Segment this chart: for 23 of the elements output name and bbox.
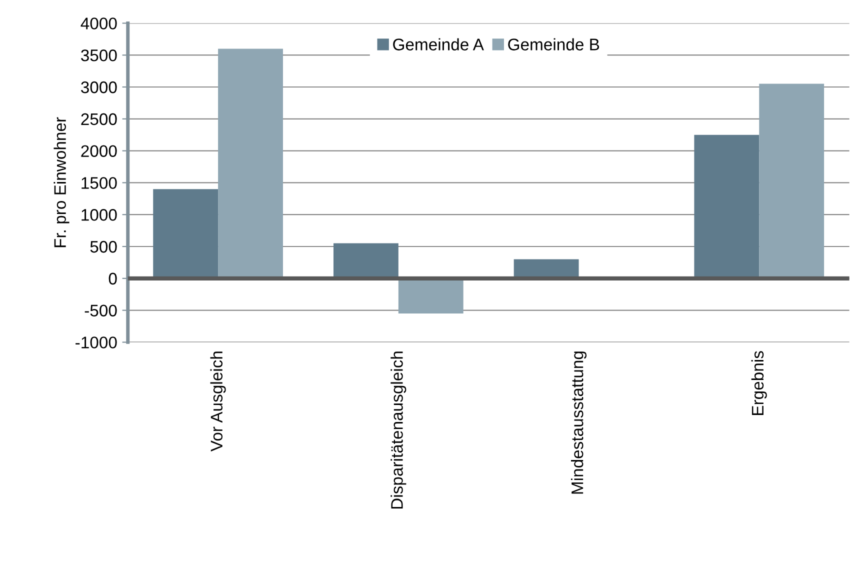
y-tick-label: 4000 <box>80 18 117 30</box>
bar <box>153 189 218 278</box>
bar <box>759 84 824 278</box>
bar <box>218 48 283 278</box>
legend-label: Gemeinde A <box>393 38 484 50</box>
bar <box>694 134 760 278</box>
y-tick-label: 1000 <box>82 209 117 221</box>
y-tick-label: 500 <box>90 240 117 253</box>
y-tick-label: 1500 <box>82 177 117 189</box>
y-tick-label: -500 <box>84 304 117 317</box>
y-tick-label: 3000 <box>81 81 117 94</box>
y-tick-label: 0 <box>108 272 117 285</box>
bar <box>333 243 398 278</box>
legend-label: Gemeinde B <box>508 38 600 50</box>
y-axis-title: Fr. pro Einwohner <box>54 117 70 248</box>
x-tick-label: Vor Ausgleich <box>210 352 226 452</box>
y-tick-label: 3500 <box>81 50 117 62</box>
x-tick-label: Ergebnis <box>751 351 767 415</box>
y-tick-label: -1000 <box>76 336 117 348</box>
y-tick-label: 2500 <box>81 113 117 126</box>
x-tick-label: Mindestausstattung <box>571 352 587 494</box>
x-tick-label: Disparitätenausgleich <box>390 352 406 509</box>
y-tick-label: 2000 <box>81 145 117 158</box>
